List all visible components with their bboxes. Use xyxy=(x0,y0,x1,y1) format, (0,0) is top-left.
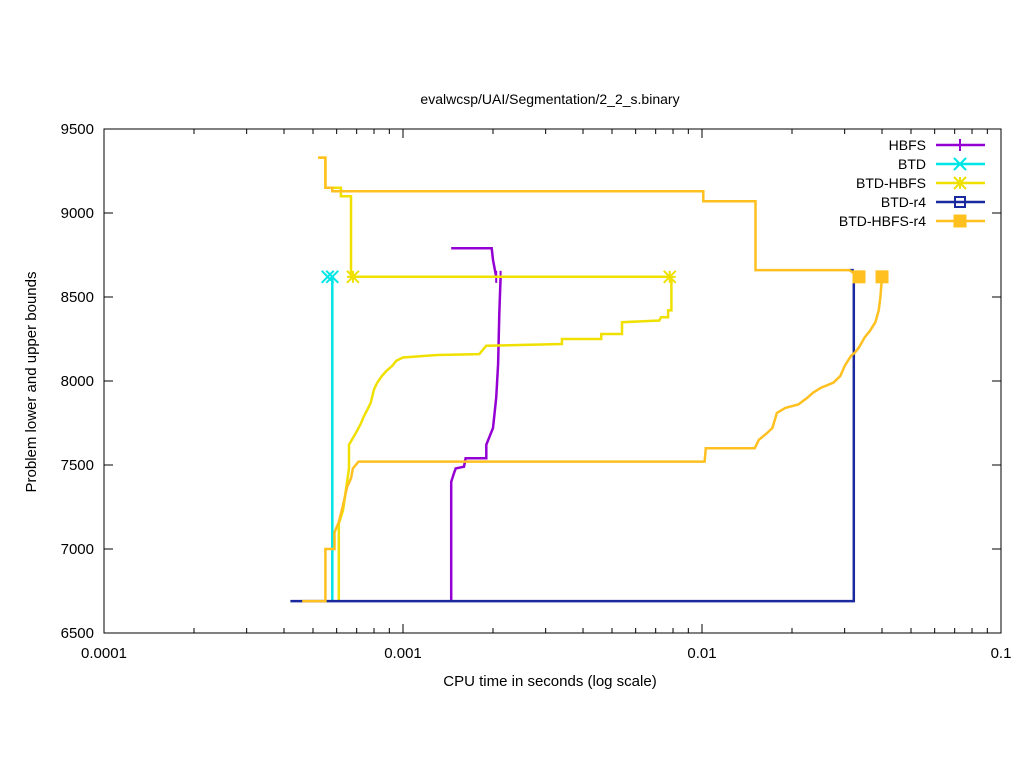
series-line-upper xyxy=(318,156,860,278)
plot-frame xyxy=(103,128,1002,634)
series-btd-hbfs-r4 xyxy=(302,156,889,603)
data-point-marker xyxy=(325,270,339,284)
legend-marker xyxy=(953,157,967,171)
legend-entry: HBFS xyxy=(889,137,985,153)
series-layer xyxy=(290,156,889,603)
series-line-lower xyxy=(449,276,502,602)
series-hbfs xyxy=(449,247,507,602)
series-line-lower xyxy=(337,276,673,602)
y-tick-label: 9000 xyxy=(61,205,94,222)
legend-entry: BTD-HBFS-r4 xyxy=(839,213,985,229)
data-point-marker xyxy=(875,270,889,284)
data-point-marker xyxy=(663,270,677,284)
x-tick-label: 0.001 xyxy=(384,645,422,662)
series-line-lower xyxy=(290,276,856,603)
series-line-upper xyxy=(318,156,672,279)
series-btd-r4 xyxy=(290,268,856,603)
series-btd xyxy=(321,270,339,602)
legend-marker xyxy=(953,214,967,228)
data-point-marker xyxy=(321,270,335,284)
legend-label: BTD-HBFS xyxy=(856,175,926,191)
legend-marker xyxy=(954,139,966,151)
x-tick-label: 0.01 xyxy=(687,645,716,662)
x-axis-label: CPU time in seconds (log scale) xyxy=(443,673,656,690)
legend-marker xyxy=(953,176,967,190)
y-tick-label: 7500 xyxy=(61,457,94,474)
legend-label: BTD-r4 xyxy=(881,194,926,210)
legend-label: BTD xyxy=(898,156,926,172)
y-tick-label: 6500 xyxy=(61,625,94,642)
x-tick-label: 0.1 xyxy=(991,645,1012,662)
legend-entry: BTD xyxy=(898,156,985,172)
series-line-lower xyxy=(302,276,884,603)
legend-label: HBFS xyxy=(889,137,926,153)
y-axis-label: Problem lower and upper bounds xyxy=(23,272,40,493)
legend: HBFS BTD BTD-HBFS BTD-r4 BTD-HBFS-r4 xyxy=(839,137,985,229)
series-line-upper xyxy=(451,247,498,278)
axis-ticks: 0.0001 0.001 0.01 0.1 6500 7000 7500 8000 8500 90… xyxy=(61,121,1012,662)
x-tick-label: 0.0001 xyxy=(81,645,127,662)
legend-label: BTD-HBFS-r4 xyxy=(839,213,926,229)
data-point-marker xyxy=(852,270,866,284)
y-tick-label: 8000 xyxy=(61,373,94,390)
legend-entry: BTD-r4 xyxy=(881,194,985,210)
legend-entry: BTD-HBFS xyxy=(856,175,985,191)
chart-title: evalwcsp/UAI/Segmentation/2_2_s.binary xyxy=(420,91,679,107)
legend-marker xyxy=(954,196,966,208)
y-tick-label: 9500 xyxy=(61,121,94,138)
y-tick-label: 7000 xyxy=(61,541,94,558)
y-tick-label: 8500 xyxy=(61,289,94,306)
data-point-marker xyxy=(346,270,360,284)
